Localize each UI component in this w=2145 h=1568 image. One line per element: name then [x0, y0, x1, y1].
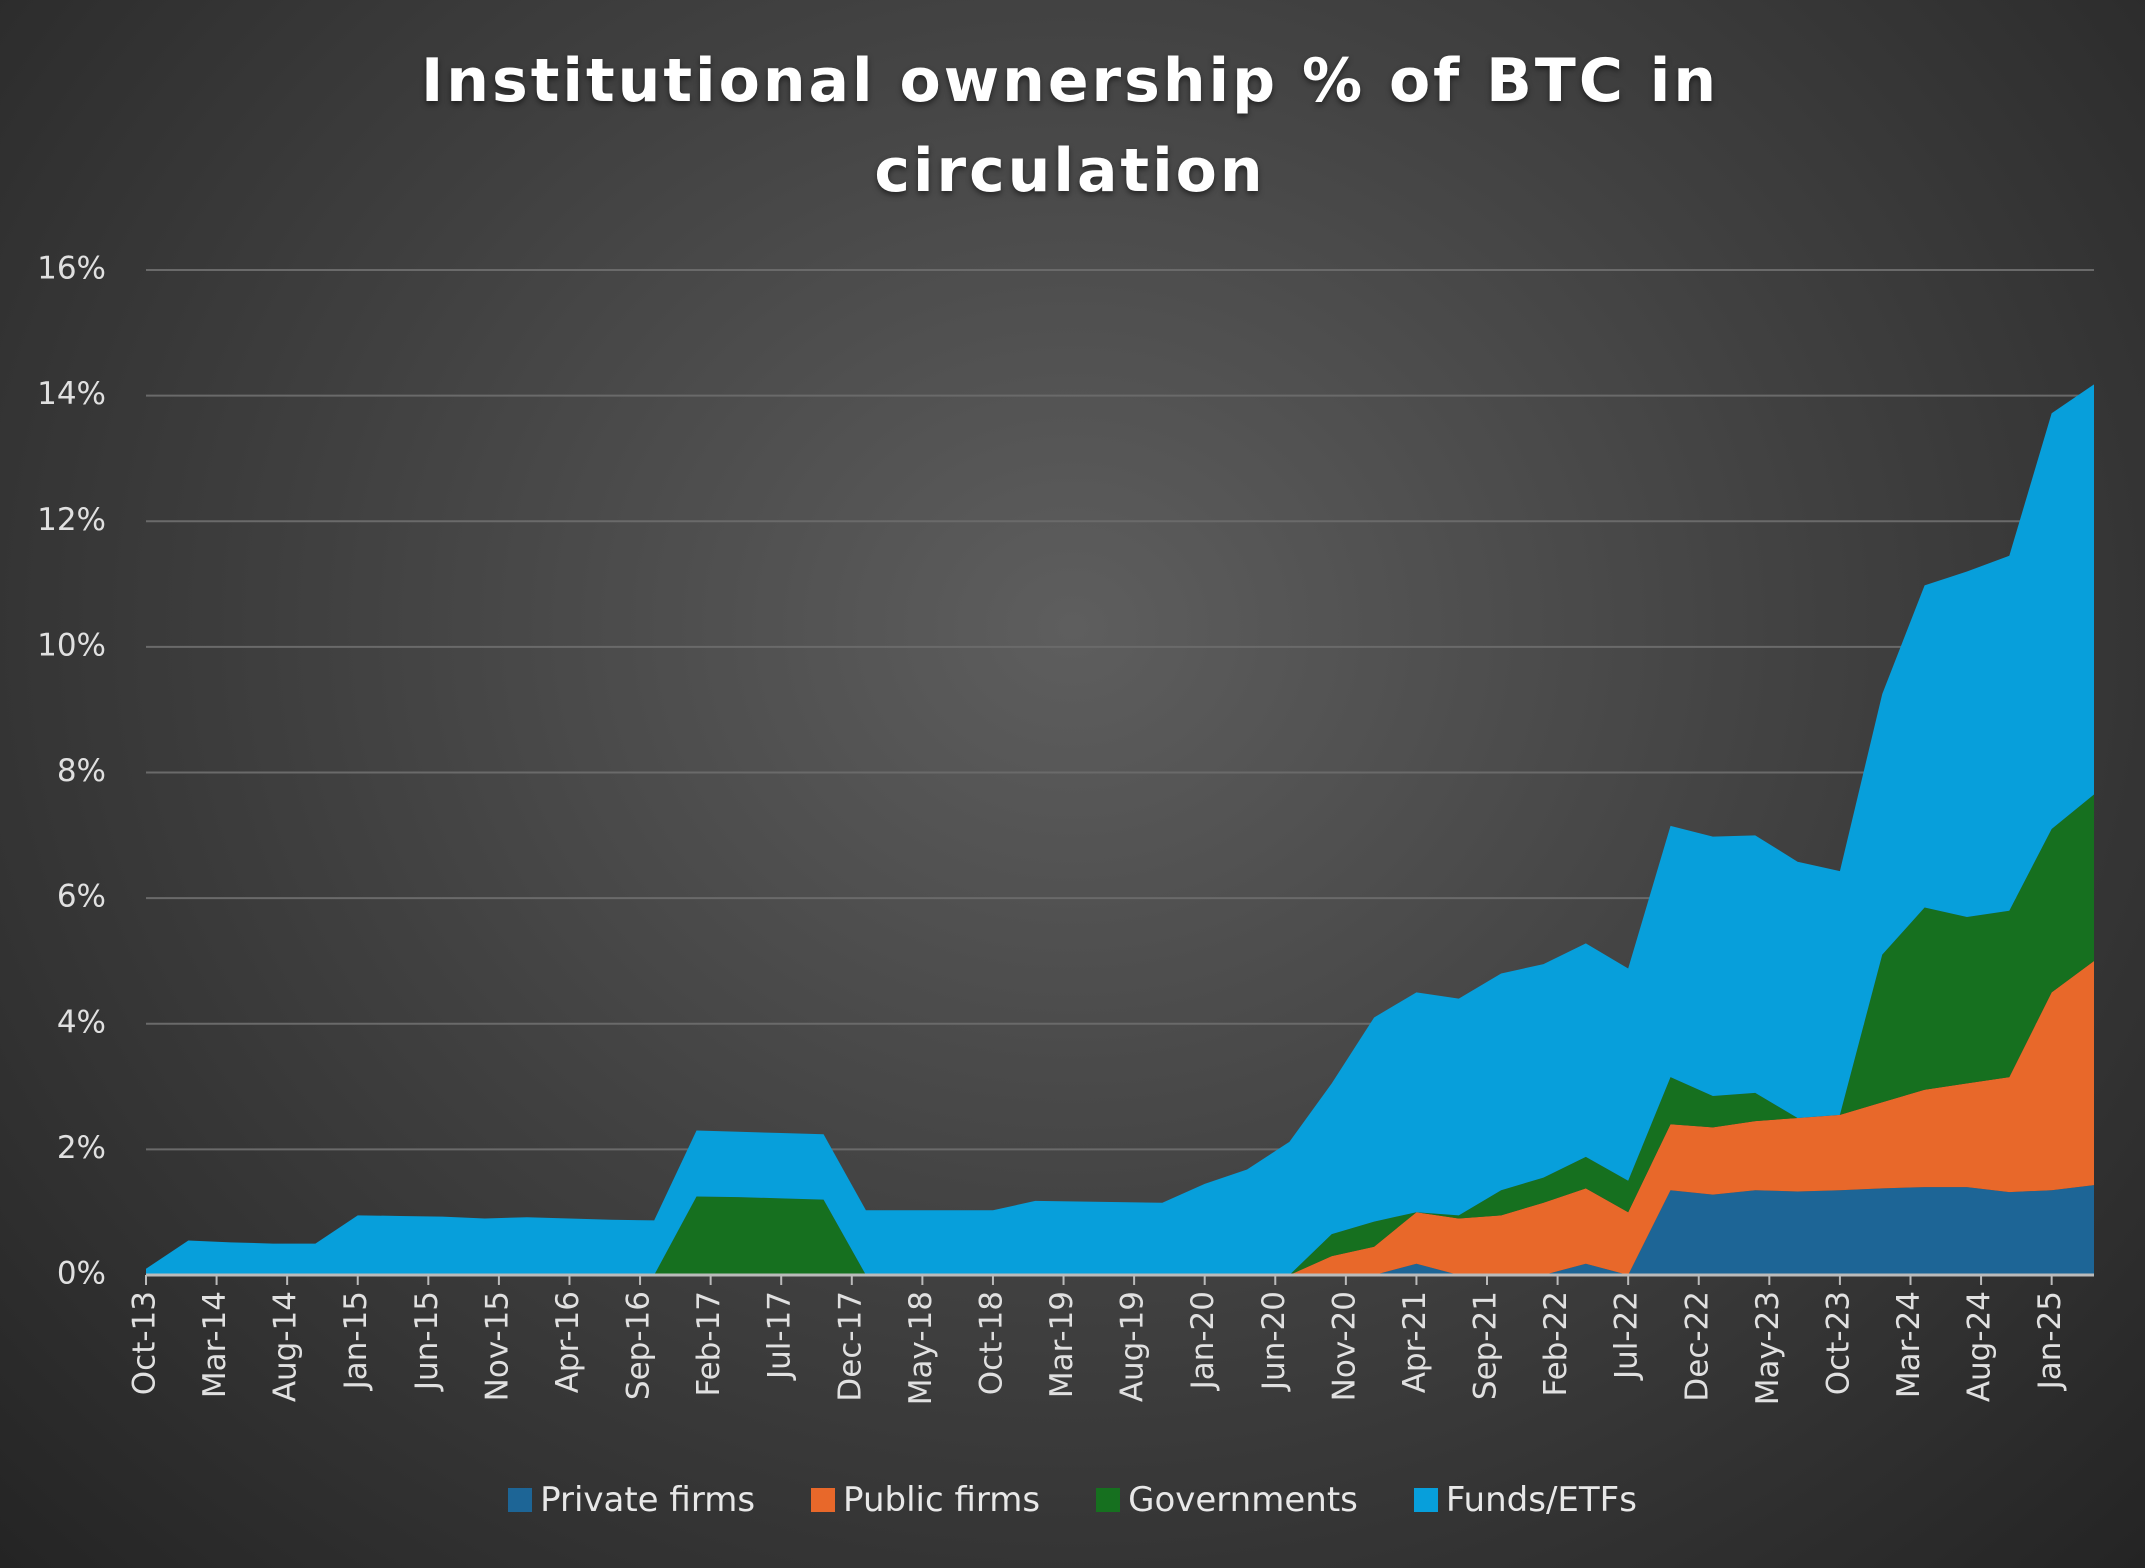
x-tick-label: Nov-20	[1326, 1291, 1362, 1401]
x-tick-label: Mar-24	[1891, 1291, 1927, 1398]
x-tick-label: Dec-17	[832, 1291, 868, 1402]
x-tick-label: Sep-16	[621, 1291, 657, 1400]
x-tick-label: Oct-18	[973, 1291, 1009, 1395]
x-tick-label: Feb-22	[1538, 1291, 1574, 1397]
legend-swatch	[1096, 1488, 1121, 1512]
y-tick-label: 14%	[37, 376, 106, 412]
legend: Private firms Public firms Governments Fund…	[0, 1480, 2145, 1520]
chart-title: Institutional ownership % of BTC in circ…	[420, 46, 1720, 206]
legend-item: Private firms	[508, 1480, 755, 1520]
y-tick-label: 4%	[57, 1004, 106, 1040]
x-tick-label: Apr-21	[1397, 1291, 1433, 1393]
x-tick-label: Sep-21	[1468, 1291, 1504, 1400]
x-tick-label: Feb-17	[691, 1291, 727, 1397]
x-tick-label: May-23	[1750, 1291, 1786, 1405]
area	[146, 384, 2094, 1276]
legend-swatch	[508, 1488, 533, 1512]
legend-item: Governments	[1096, 1480, 1358, 1520]
x-tick-label: Oct-13	[127, 1291, 163, 1395]
x-tick-label: Jan-20	[1185, 1291, 1221, 1391]
x-tick-label: Aug-14	[268, 1291, 304, 1402]
legend-swatch	[811, 1488, 836, 1512]
y-tick-label: 2%	[57, 1130, 106, 1166]
y-tick-label: 16%	[37, 251, 106, 287]
x-tick-label: Jan-25	[2032, 1291, 2068, 1391]
legend-label: Funds/ETFs	[1445, 1480, 1637, 1520]
x-tick-label: Jul-22	[1609, 1291, 1645, 1381]
x-tick-label: Aug-24	[1962, 1291, 1998, 1402]
x-tick-label: Aug-19	[1115, 1291, 1151, 1402]
y-tick-label: 6%	[57, 879, 106, 915]
x-tick-label: Mar-14	[197, 1291, 233, 1398]
legend-item: Public firms	[811, 1480, 1040, 1520]
x-tick-label: Apr-16	[550, 1291, 586, 1393]
legend-swatch	[1413, 1488, 1438, 1512]
legend-label: Governments	[1128, 1480, 1358, 1520]
x-tick-label: Nov-15	[479, 1291, 515, 1401]
x-tick-label: Mar-19	[1044, 1291, 1080, 1398]
y-tick-label: 10%	[37, 627, 106, 663]
area	[146, 1185, 2094, 1275]
y-tick-label: 8%	[57, 753, 106, 789]
x-tick-label: Jun-20	[1256, 1291, 1292, 1392]
legend-label: Public firms	[843, 1480, 1041, 1520]
y-tick-label: 0%	[57, 1256, 106, 1292]
x-tick-label: Oct-23	[1820, 1291, 1856, 1395]
legend-label: Private firms	[540, 1480, 756, 1520]
y-tick-label: 12%	[37, 502, 106, 538]
x-tick-label: Jul-17	[762, 1291, 798, 1381]
x-tick-label: Jun-15	[409, 1291, 445, 1392]
x-tick-label: Dec-22	[1679, 1291, 1715, 1402]
x-tick-label: Jan-15	[338, 1291, 374, 1391]
legend-item: Funds/ETFs	[1413, 1480, 1637, 1520]
x-tick-label: May-18	[903, 1291, 939, 1405]
